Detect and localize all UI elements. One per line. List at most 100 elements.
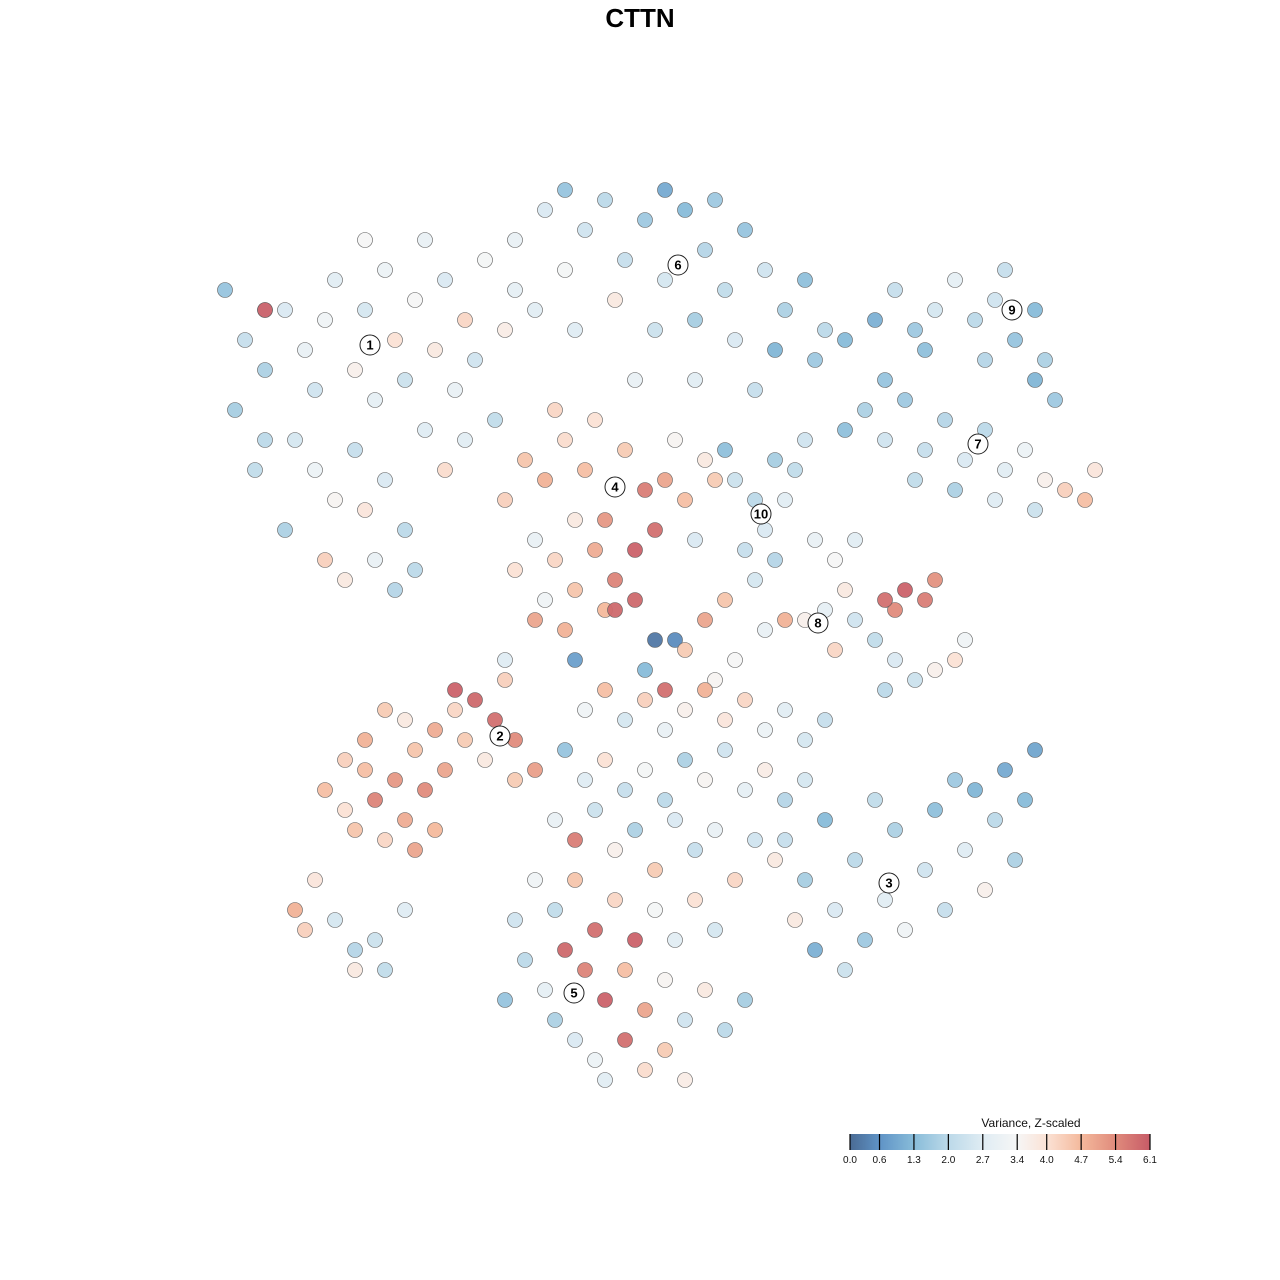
data-point	[337, 572, 353, 588]
data-point	[957, 632, 973, 648]
data-point	[747, 832, 763, 848]
data-point	[1037, 472, 1053, 488]
data-point	[607, 572, 623, 588]
legend-ticks: 0.0 0.6 1.3 2.0 2.7 3.4 4.0 4.7 5.4 6.1	[843, 1134, 1157, 1166]
data-point	[337, 752, 353, 768]
legend-tick-label: 2.7	[976, 1155, 990, 1166]
data-point	[567, 1032, 583, 1048]
data-point	[467, 352, 483, 368]
data-point	[697, 772, 713, 788]
data-point	[867, 792, 883, 808]
data-point	[597, 1072, 613, 1088]
data-point	[417, 422, 433, 438]
data-point	[637, 212, 653, 228]
data-point	[387, 772, 403, 788]
data-point	[287, 902, 303, 918]
data-point	[547, 812, 563, 828]
data-point	[577, 772, 593, 788]
cluster-label-badge	[359, 334, 381, 356]
data-point	[737, 992, 753, 1008]
data-point	[917, 592, 933, 608]
data-point	[767, 452, 783, 468]
data-point	[497, 652, 513, 668]
legend-title: Variance, Z-scaled	[981, 1116, 1080, 1130]
data-point	[837, 962, 853, 978]
data-point	[337, 802, 353, 818]
data-point	[527, 302, 543, 318]
data-point	[677, 1012, 693, 1028]
data-point	[777, 612, 793, 628]
data-point	[497, 992, 513, 1008]
cluster-label-text: 6	[674, 258, 681, 273]
data-point	[1017, 792, 1033, 808]
data-point	[557, 182, 573, 198]
data-point	[607, 892, 623, 908]
cluster-label-3: 3	[878, 872, 900, 894]
data-point	[407, 742, 423, 758]
data-point	[567, 832, 583, 848]
data-point	[997, 262, 1013, 278]
data-point	[507, 772, 523, 788]
data-point	[587, 922, 603, 938]
data-point	[707, 922, 723, 938]
data-point	[597, 512, 613, 528]
data-point	[477, 252, 493, 268]
data-point	[297, 342, 313, 358]
cluster-label-text: 4	[611, 480, 619, 495]
data-point	[947, 482, 963, 498]
data-point	[427, 342, 443, 358]
data-point	[527, 872, 543, 888]
data-point	[947, 652, 963, 668]
data-point	[377, 832, 393, 848]
data-point	[567, 322, 583, 338]
data-point	[327, 492, 343, 508]
data-point	[407, 842, 423, 858]
data-point	[657, 472, 673, 488]
data-point	[257, 432, 273, 448]
data-point	[377, 262, 393, 278]
data-point	[497, 492, 513, 508]
legend-tick-label: 3.4	[1010, 1155, 1024, 1166]
data-point	[927, 802, 943, 818]
data-point	[597, 992, 613, 1008]
data-point	[877, 432, 893, 448]
data-point	[797, 432, 813, 448]
data-point	[747, 572, 763, 588]
data-point	[1007, 852, 1023, 868]
data-point	[617, 782, 633, 798]
cluster-label-6: 6	[667, 254, 689, 276]
legend-tick-label: 4.0	[1040, 1155, 1054, 1166]
data-point	[417, 782, 433, 798]
data-point	[547, 902, 563, 918]
data-point	[627, 932, 643, 948]
data-point	[877, 372, 893, 388]
data-point	[597, 752, 613, 768]
cluster-label-text: 7	[974, 437, 981, 452]
data-point	[727, 872, 743, 888]
data-point	[697, 612, 713, 628]
data-point	[517, 452, 533, 468]
data-point	[957, 842, 973, 858]
data-point	[617, 252, 633, 268]
data-point	[317, 552, 333, 568]
data-point	[347, 822, 363, 838]
legend-tick-label: 0.0	[843, 1155, 857, 1166]
data-point	[647, 322, 663, 338]
data-point	[437, 272, 453, 288]
data-point	[917, 342, 933, 358]
data-point	[397, 522, 413, 538]
data-point	[927, 572, 943, 588]
data-point	[887, 602, 903, 618]
data-point	[727, 472, 743, 488]
data-point	[857, 402, 873, 418]
data-point	[787, 912, 803, 928]
data-point	[717, 282, 733, 298]
cluster-label-badge	[563, 982, 585, 1004]
data-point	[927, 302, 943, 318]
data-point	[1047, 392, 1063, 408]
data-point	[367, 792, 383, 808]
data-point	[227, 402, 243, 418]
data-point	[277, 522, 293, 538]
data-point	[587, 802, 603, 818]
cluster-label-badge	[878, 872, 900, 894]
